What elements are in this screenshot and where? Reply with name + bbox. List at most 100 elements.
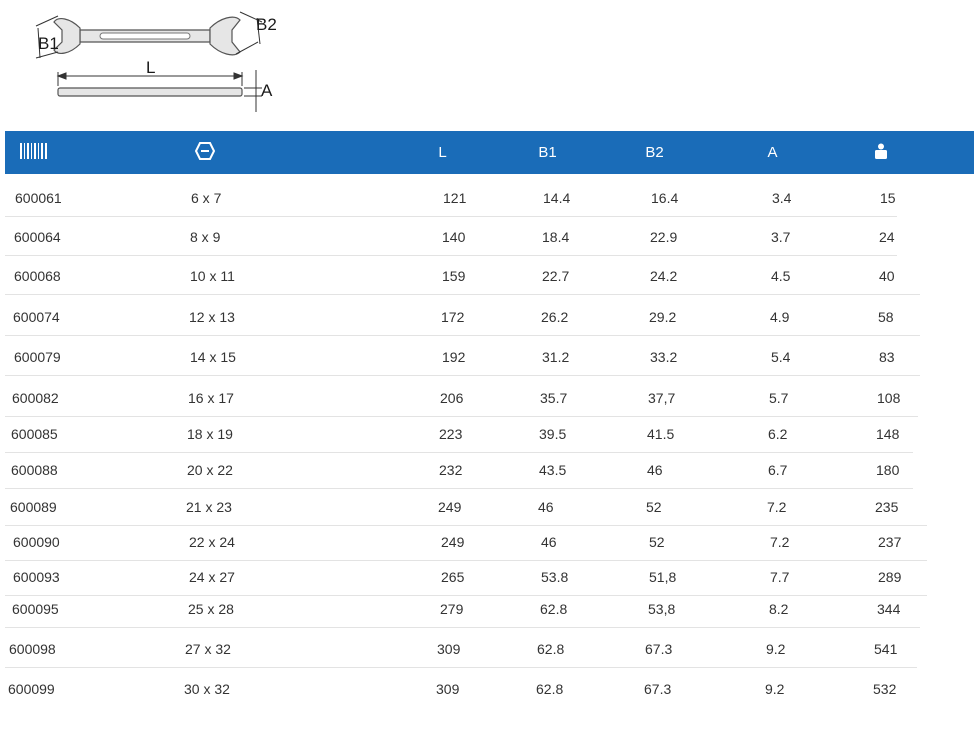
cell-weight: 58	[878, 309, 894, 325]
table-row: 600095 25 x 28 279 62.8 53,8 8.2 344	[5, 591, 970, 628]
cell-b2: 52	[649, 534, 665, 550]
table-row: 600068 10 x 11 159 22.7 24.2 4.5 40	[5, 258, 970, 295]
cell-weight: 148	[876, 426, 900, 442]
cell-weight: 108	[877, 390, 901, 406]
weight-icon	[874, 143, 888, 163]
cell-l: 159	[442, 268, 466, 284]
cell-weight: 83	[879, 349, 895, 365]
cell-l: 192	[442, 349, 466, 365]
cell-weight: 15	[880, 190, 896, 206]
cell-b1: 46	[538, 499, 554, 515]
cell-size: 12 x 13	[189, 309, 235, 325]
cell-l: 279	[440, 601, 464, 617]
cell-code: 600095	[12, 601, 59, 617]
cell-b2: 16.4	[651, 190, 679, 206]
cell-b2: 22.9	[650, 229, 678, 245]
table-row: 600064 8 x 9 140 18.4 22.9 3.7 24	[5, 219, 970, 256]
cell-l: 232	[439, 462, 463, 478]
table-row: 600085 18 x 19 223 39.5 41.5 6.2 148	[5, 416, 970, 453]
cell-a: 3.7	[771, 229, 791, 245]
cell-size: 10 x 11	[190, 268, 235, 284]
table-row: 600099 30 x 32 309 62.8 67.3 9.2 532	[5, 671, 970, 707]
cell-size: 16 x 17	[188, 390, 234, 406]
cell-size: 21 x 23	[186, 499, 232, 515]
row-divider	[5, 525, 927, 526]
row-divider	[5, 375, 920, 376]
cell-l: 249	[438, 499, 462, 515]
header-b1: B1	[538, 144, 557, 161]
cell-code: 600099	[8, 681, 55, 697]
cell-b2: 24.2	[650, 268, 678, 284]
header-l: L	[438, 144, 447, 161]
cell-b1: 26.2	[541, 309, 569, 325]
cell-l: 309	[437, 641, 461, 657]
row-divider	[5, 488, 913, 489]
cell-a: 7.7	[770, 569, 790, 585]
cell-a: 6.7	[768, 462, 788, 478]
cell-a: 8.2	[769, 601, 789, 617]
cell-a: 5.4	[771, 349, 791, 365]
cell-a: 9.2	[765, 681, 785, 697]
cell-weight: 180	[876, 462, 900, 478]
cell-a: 3.4	[772, 190, 792, 206]
b1-label: B1	[38, 34, 59, 53]
cell-b1: 43.5	[539, 462, 567, 478]
cell-weight: 344	[877, 601, 901, 617]
table-row: 600098 27 x 32 309 62.8 67.3 9.2 541	[5, 631, 970, 668]
cell-b1: 14.4	[543, 190, 571, 206]
cell-b1: 18.4	[542, 229, 570, 245]
cell-a: 5.7	[769, 390, 789, 406]
cell-size: 27 x 32	[185, 641, 231, 657]
cell-b2: 52	[646, 499, 662, 515]
cell-b2: 41.5	[647, 426, 675, 442]
cell-a: 4.5	[771, 268, 791, 284]
cell-b1: 62.8	[536, 681, 564, 697]
cell-b2: 67.3	[645, 641, 673, 657]
table-row: 600074 12 x 13 172 26.2 29.2 4.9 58	[5, 299, 970, 336]
cell-b1: 62.8	[540, 601, 568, 617]
cell-b1: 46	[541, 534, 557, 550]
table-row: 600093 24 x 27 265 53.8 51,8 7.7 289	[5, 559, 970, 596]
cell-b1: 31.2	[542, 349, 570, 365]
cell-size: 8 x 9	[190, 229, 221, 245]
cell-weight: 235	[875, 499, 899, 515]
cell-code: 600090	[13, 534, 60, 550]
cell-size: 24 x 27	[189, 569, 235, 585]
cell-b1: 39.5	[539, 426, 567, 442]
b2-label: B2	[256, 15, 277, 34]
cell-b1: 35.7	[540, 390, 568, 406]
cell-size: 14 x 15	[190, 349, 236, 365]
row-divider	[5, 452, 913, 453]
cell-weight: 237	[878, 534, 902, 550]
cell-l: 265	[441, 569, 465, 585]
cell-size: 25 x 28	[188, 601, 234, 617]
table-row: 600090 22 x 24 249 46 52 7.2 237	[5, 524, 970, 561]
cell-a: 9.2	[766, 641, 786, 657]
cell-code: 600085	[11, 426, 58, 442]
table-row: 600061 6 x 7 121 14.4 16.4 3.4 15	[5, 180, 970, 217]
row-divider	[5, 667, 917, 668]
table-row: 600089 21 x 23 249 46 52 7.2 235	[5, 489, 970, 526]
cell-code: 600089	[10, 499, 57, 515]
cell-code: 600098	[9, 641, 56, 657]
row-divider	[5, 595, 927, 596]
cell-b2: 53,8	[648, 601, 676, 617]
cell-b2: 33.2	[650, 349, 678, 365]
cell-weight: 40	[879, 268, 895, 284]
cell-size: 30 x 32	[184, 681, 230, 697]
cell-l: 121	[443, 190, 467, 206]
cell-b2: 67.3	[644, 681, 672, 697]
barcode-icon	[20, 143, 48, 163]
cell-b1: 53.8	[541, 569, 569, 585]
cell-l: 249	[441, 534, 465, 550]
table-row: 600082 16 x 17 206 35.7 37,7 5.7 108	[5, 380, 970, 417]
cell-l: 206	[440, 390, 464, 406]
row-divider	[5, 627, 920, 628]
cell-b1: 22.7	[542, 268, 570, 284]
cell-b2: 29.2	[649, 309, 677, 325]
length-label: L	[146, 58, 155, 77]
cell-code: 600068	[14, 268, 61, 284]
cell-code: 600064	[14, 229, 61, 245]
cell-size: 18 x 19	[187, 426, 233, 442]
cell-b2: 37,7	[648, 390, 676, 406]
